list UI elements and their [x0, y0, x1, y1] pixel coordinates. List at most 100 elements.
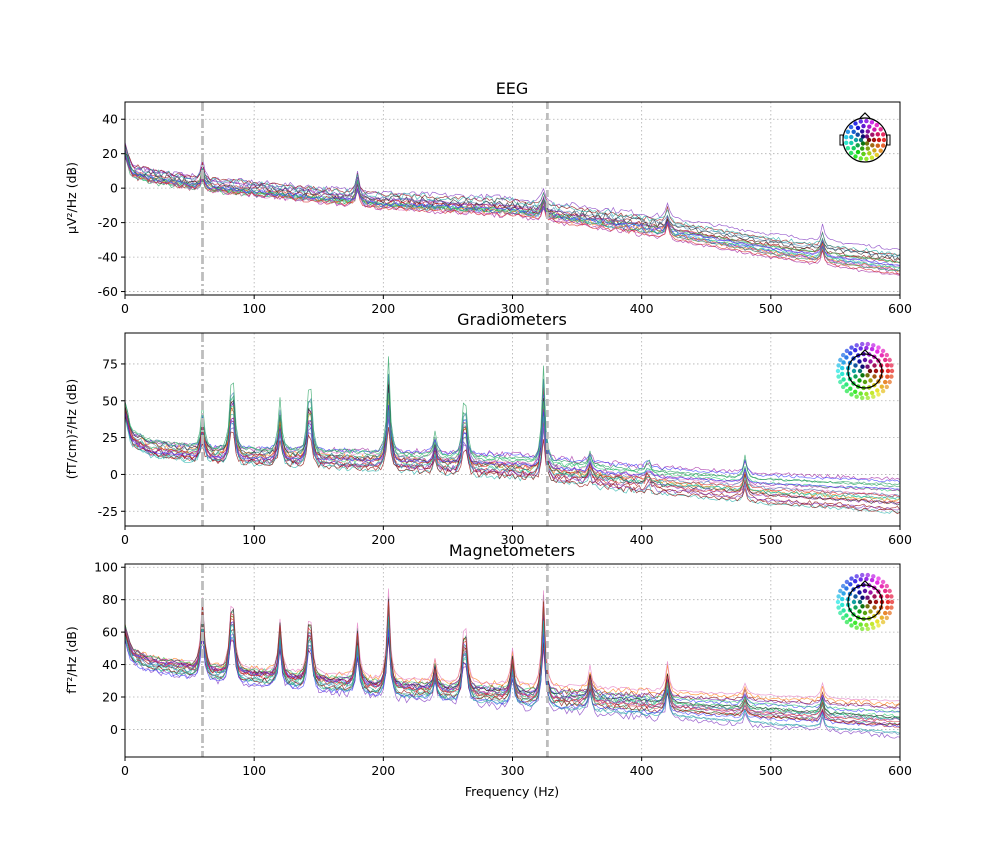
sensor-dot — [860, 341, 865, 347]
psd-trace — [125, 145, 900, 258]
sensor-dot — [853, 605, 858, 610]
sensor-dot — [854, 625, 859, 630]
sensor-dot — [844, 388, 850, 394]
sensor-dot — [865, 595, 870, 600]
sensor-dot — [857, 609, 862, 614]
sensor-dot — [879, 384, 884, 389]
x-tick-label: 200 — [371, 763, 395, 778]
x-tick-label: 0 — [121, 532, 129, 547]
psd-trace — [125, 410, 900, 500]
sensor-dot — [865, 395, 870, 401]
y-tick-label: 0 — [110, 722, 118, 737]
sensor-dot — [879, 615, 884, 620]
sensor-dot — [848, 582, 853, 587]
sensor-dot — [875, 132, 880, 137]
sensor-dot — [880, 579, 886, 585]
sensor-dot — [855, 143, 860, 148]
x-tick-label: 500 — [759, 301, 783, 316]
sensor-dot — [873, 368, 879, 374]
sensor-dot — [858, 156, 863, 161]
head-outline — [847, 353, 883, 389]
sensor-dot — [855, 132, 860, 137]
sensor-dot — [875, 143, 880, 148]
sensor-dot — [865, 626, 870, 632]
x-tick-label: 400 — [630, 532, 654, 547]
sensor-dot — [844, 613, 849, 618]
nose — [859, 112, 871, 119]
y-axis-label: µV²/Hz (dB) — [64, 162, 79, 234]
sensor-dot — [875, 388, 880, 393]
sensor-dot — [865, 146, 870, 151]
axis-ticks: 0 100 200 300 400 500 600 0 20 40 60 80 100 — [94, 560, 912, 778]
sensor-dot — [853, 121, 858, 126]
nose — [860, 580, 870, 586]
sensor-layout-inset — [839, 112, 891, 163]
sensor-dot — [845, 129, 851, 134]
sensor-dot — [865, 572, 870, 578]
sensor-dot — [849, 345, 854, 350]
sensor-dot — [876, 392, 881, 397]
y-tick-label: 60 — [102, 625, 118, 640]
x-tick-label: 100 — [242, 763, 266, 778]
sensor-dot — [855, 125, 861, 131]
y-tick-label: -20 — [98, 215, 118, 230]
sensor-dot — [855, 149, 861, 155]
sensor-dot — [849, 392, 854, 397]
psd-trace — [125, 384, 900, 506]
sensor-dot — [841, 384, 846, 390]
sensor-dot — [857, 599, 863, 605]
y-tick-label: 75 — [102, 356, 118, 371]
sensor-dot — [871, 574, 876, 579]
sensor-dot — [860, 141, 866, 146]
sensor-dot — [851, 599, 857, 605]
y-tick-label: -40 — [98, 250, 118, 265]
y-axis-label: fT²/Hz (dB) — [64, 626, 79, 693]
sensor-dot — [862, 379, 868, 385]
sensor-dot — [838, 588, 843, 594]
sensor-dot — [889, 374, 894, 379]
psd-trace — [125, 616, 900, 734]
psd-trace — [125, 614, 900, 735]
grid — [124, 333, 901, 526]
sensor-dot — [857, 359, 862, 364]
sensor-dot — [844, 586, 849, 591]
sensor-dot — [870, 143, 875, 148]
sensor-dot — [841, 608, 846, 613]
psd-trace — [125, 356, 900, 488]
sensor-dot — [869, 155, 875, 160]
x-tick-label: 600 — [888, 301, 912, 316]
sensor-dot — [836, 605, 841, 610]
x-tick-label: 100 — [242, 301, 266, 316]
sensor-dot — [883, 379, 888, 385]
sensor-dot — [884, 615, 889, 621]
sensor-layout-inset — [835, 341, 895, 401]
y-tick-label: 25 — [102, 430, 118, 445]
y-tick-label: 40 — [102, 112, 118, 127]
sensor-dot — [887, 379, 892, 385]
sensor-dot — [865, 364, 870, 369]
sensor-dot — [885, 594, 890, 599]
sensor-dot — [860, 146, 865, 151]
sensor-dot — [873, 599, 879, 605]
sensor-dot — [872, 374, 877, 379]
sensor-dot — [853, 374, 858, 379]
sensor-dot — [889, 368, 895, 374]
sensor-dot — [836, 374, 841, 379]
sensor-dot — [848, 150, 854, 156]
frequency-markers — [201, 102, 549, 295]
sensor-dot — [860, 364, 865, 369]
sensor-dot — [849, 140, 854, 146]
series-group — [125, 588, 900, 739]
sensor-dot — [844, 382, 849, 387]
sensor-dot — [864, 141, 870, 146]
sensor-dot — [858, 622, 863, 627]
y-tick-label: -60 — [98, 284, 118, 299]
sensor-dot — [860, 604, 865, 609]
panel-magnetometers: Magnetometers fT²/Hz (dB) 0 100 200 300 400 5… — [64, 541, 912, 799]
sensor-dot — [860, 626, 865, 632]
psd-trace — [125, 601, 900, 723]
sensor-dot — [878, 148, 883, 153]
sensor-dot — [869, 621, 875, 627]
sensor-dot — [841, 583, 846, 589]
